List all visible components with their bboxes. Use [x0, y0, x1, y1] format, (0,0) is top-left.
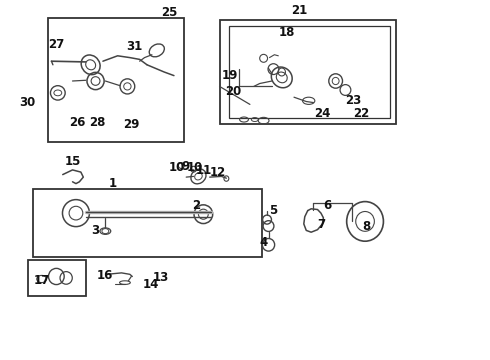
Text: 15: 15: [64, 156, 81, 168]
Text: 17: 17: [33, 274, 50, 287]
Text: 12: 12: [210, 166, 226, 179]
Text: 21: 21: [291, 4, 307, 17]
Text: 16: 16: [97, 269, 114, 282]
Text: 10: 10: [168, 161, 185, 174]
Text: 20: 20: [224, 85, 241, 98]
Bar: [33, 189, 262, 257]
Text: 1: 1: [109, 177, 117, 190]
Text: 13: 13: [152, 271, 169, 284]
Text: 22: 22: [353, 107, 370, 120]
Bar: [48, 18, 184, 142]
Text: 14: 14: [143, 278, 159, 291]
Text: 2: 2: [192, 199, 200, 212]
Text: 3: 3: [92, 224, 99, 237]
Text: 23: 23: [344, 94, 361, 107]
Text: 30: 30: [19, 96, 35, 109]
Text: 7: 7: [317, 219, 325, 231]
Text: 11: 11: [195, 165, 212, 177]
Text: 6: 6: [323, 199, 331, 212]
Text: 18: 18: [278, 26, 295, 39]
Text: 10: 10: [187, 161, 203, 174]
Text: 24: 24: [314, 107, 331, 120]
Bar: [229, 26, 390, 118]
Bar: [220, 20, 396, 124]
Text: 29: 29: [123, 118, 140, 131]
Text: 8: 8: [363, 220, 370, 233]
Text: 5: 5: [270, 204, 277, 217]
Text: 25: 25: [161, 6, 177, 19]
Text: 19: 19: [222, 69, 239, 82]
Text: 9: 9: [181, 160, 189, 173]
Text: 31: 31: [126, 40, 143, 53]
Text: 28: 28: [89, 116, 105, 129]
Text: 27: 27: [48, 39, 65, 51]
Bar: [28, 260, 86, 296]
Text: 26: 26: [69, 116, 86, 129]
Text: 4: 4: [260, 237, 268, 249]
